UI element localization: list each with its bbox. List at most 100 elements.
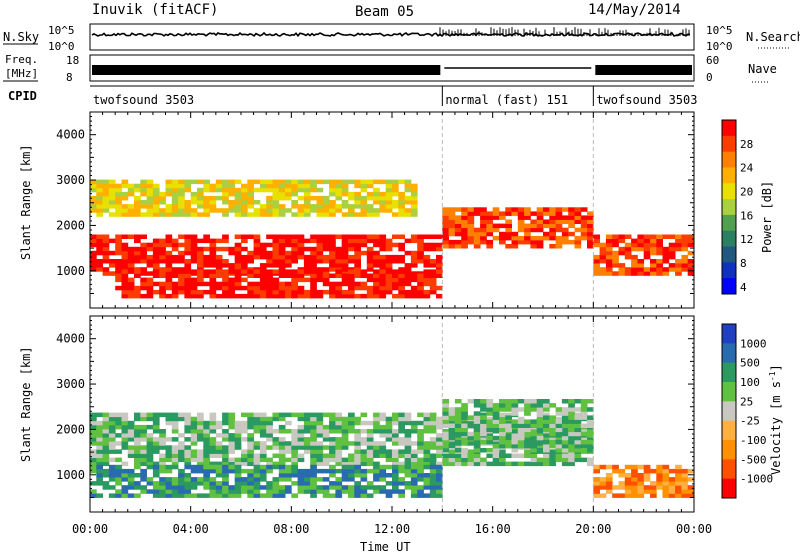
velocity-cell <box>385 429 393 434</box>
power-cell <box>259 179 267 185</box>
power-cell <box>259 212 267 217</box>
velocity-cell <box>505 403 512 408</box>
velocity-cell <box>140 412 147 418</box>
velocity-cell <box>480 403 487 408</box>
velocity-cell <box>108 445 116 450</box>
power-cell <box>209 246 217 252</box>
power-cell <box>184 183 192 189</box>
velocity-cell <box>209 464 217 470</box>
velocity-cell <box>524 461 531 467</box>
velocity-cell <box>555 443 563 449</box>
velocity-cell <box>115 433 122 438</box>
velocity-cell <box>247 412 254 418</box>
power-cell <box>379 195 387 201</box>
velocity-cell <box>517 427 525 433</box>
velocity-cell <box>373 412 380 418</box>
power-cell <box>134 187 141 193</box>
velocity-cell <box>536 411 544 416</box>
velocity-cell <box>505 443 512 449</box>
velocity-cell <box>448 435 456 441</box>
velocity-cell <box>209 493 217 498</box>
velocity-cell <box>436 464 443 470</box>
velocity-cell <box>448 461 456 467</box>
velocity-cell <box>96 445 103 450</box>
velocity-cell <box>108 473 116 478</box>
velocity-cell <box>184 445 192 450</box>
velocity-cell <box>197 416 204 422</box>
power-cell <box>404 238 412 244</box>
velocity-cell <box>423 441 431 446</box>
velocity-cell <box>96 453 103 458</box>
power-cell <box>624 254 632 260</box>
velocity-cell <box>366 420 374 426</box>
velocity-cell <box>171 457 179 463</box>
power-cell <box>480 227 487 233</box>
power-cell <box>631 242 638 248</box>
velocity-cell <box>429 461 437 467</box>
velocity-cell <box>291 464 298 470</box>
velocity-cell <box>379 468 387 474</box>
velocity-cell <box>675 481 682 486</box>
velocity-cell <box>291 429 298 434</box>
power-cell <box>253 250 261 256</box>
velocity-cell <box>297 433 305 438</box>
power-cell <box>316 242 324 248</box>
velocity-cell <box>146 416 154 422</box>
velocity-cell <box>159 493 166 498</box>
velocity-cell <box>454 457 462 463</box>
velocity-cell <box>190 449 198 454</box>
velocity-cell <box>266 437 273 442</box>
velocity-cell <box>297 473 305 478</box>
power-cell <box>392 200 399 205</box>
power-cell <box>329 254 336 260</box>
power-cell <box>568 239 575 245</box>
velocity-cell <box>505 433 512 438</box>
power-cell <box>190 285 198 291</box>
velocity-cell <box>624 489 632 494</box>
velocity-cell <box>222 445 229 450</box>
power-cell <box>410 238 418 244</box>
velocity-cell <box>624 473 632 478</box>
velocity-cell <box>675 493 682 498</box>
velocity-cell <box>297 441 305 446</box>
power-cell <box>410 293 418 299</box>
power-cell <box>241 238 248 244</box>
velocity-cell <box>272 412 280 418</box>
velocity-cell <box>316 461 324 467</box>
velocity-cell <box>203 449 210 454</box>
velocity-cell <box>631 468 638 474</box>
power-cell <box>310 285 317 291</box>
power-cell <box>410 289 418 295</box>
velocity-cell <box>310 445 317 450</box>
power-cell <box>310 195 317 201</box>
velocity-cell <box>536 427 544 433</box>
power-cell <box>291 289 298 295</box>
velocity-cell <box>637 493 645 498</box>
power-cell <box>656 271 663 276</box>
power-cell <box>303 208 311 213</box>
velocity-cell <box>297 477 305 482</box>
power-cell <box>247 269 254 274</box>
velocity-cell <box>108 429 116 434</box>
power-cell <box>303 195 311 201</box>
power-cell <box>316 246 324 252</box>
velocity-cell <box>341 441 349 446</box>
power-cell <box>429 273 437 278</box>
velocity-cell <box>536 407 544 412</box>
velocity-cell <box>511 443 519 449</box>
velocity-cell <box>247 453 254 458</box>
power-cell <box>291 200 298 205</box>
velocity-cell <box>536 399 544 404</box>
velocity-cell <box>631 489 638 494</box>
velocity-cell <box>392 412 399 418</box>
velocity-cell <box>417 468 424 474</box>
power-cell <box>524 235 531 241</box>
velocity-cell <box>536 448 544 453</box>
velocity-cell <box>310 493 317 498</box>
power-cell <box>398 191 405 197</box>
velocity-cell <box>423 445 431 450</box>
velocity-cell <box>215 445 223 450</box>
velocity-cell <box>247 461 254 467</box>
power-cell <box>96 267 103 272</box>
power-cell <box>593 238 600 244</box>
